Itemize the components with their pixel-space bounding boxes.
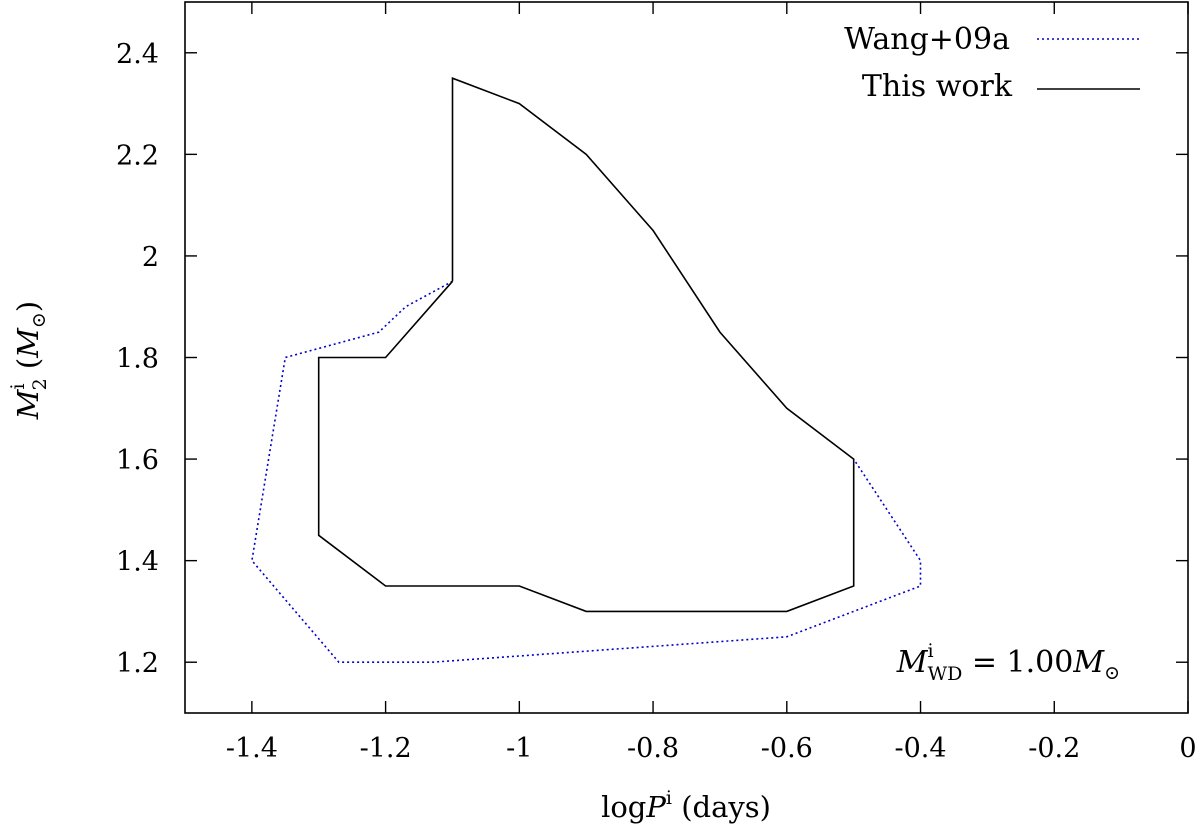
x-axis: -1.4 -1.2 -1 -0.8 -0.6 -0.4 -0.2 0 — [226, 2, 1197, 764]
y-axis-label-sup: i — [7, 383, 29, 389]
legend-label-wang: Wang+09a — [844, 22, 1010, 57]
x-tick-label: -0.4 — [895, 733, 947, 764]
x-tick-label: -0.6 — [761, 733, 813, 764]
annotation-msub: ⊙ — [1104, 662, 1120, 684]
x-axis-label: logPi (days) — [601, 787, 771, 824]
annotation-var: M — [896, 645, 929, 680]
y-tick-label: 1.6 — [116, 445, 159, 476]
legend: Wang+09a This work — [844, 22, 1140, 104]
y-axis-label-sub: 2 — [29, 378, 51, 390]
x-tick-label: 0 — [1179, 733, 1196, 764]
x-axis-label-unit: (days) — [681, 790, 771, 824]
y-axis-label-unit-close: ) — [11, 301, 45, 312]
y-tick-label: 2.2 — [116, 140, 159, 171]
y-tick-label: 1.2 — [116, 648, 159, 679]
y-axis: 1.2 1.4 1.6 1.8 2 2.2 2.4 — [116, 39, 1188, 679]
x-tick-label: -0.2 — [1028, 733, 1080, 764]
x-tick-label: -1 — [506, 733, 532, 764]
y-axis-label: Mi2 (M⊙) — [7, 301, 51, 420]
y-tick-label: 2 — [142, 242, 159, 273]
y-tick-label: 1.4 — [116, 547, 159, 578]
annotation-rel: = 1.00 — [972, 645, 1073, 680]
annotation-mvar: M — [1072, 645, 1105, 680]
y-tick-label: 1.8 — [116, 344, 159, 375]
x-tick-label: -1.4 — [226, 733, 278, 764]
legend-label-this-work: This work — [862, 69, 1013, 104]
y-axis-label-unit-sub: ⊙ — [28, 312, 50, 328]
x-axis-label-sup: i — [666, 787, 672, 809]
y-axis-label-var: M — [11, 388, 45, 420]
annotation-sup: i — [927, 640, 933, 662]
series-line-wang-09a — [251, 280, 922, 664]
series-group — [251, 77, 922, 664]
series-line-this-work — [317, 77, 855, 613]
annotation-wd-mass: Mi WD = 1.00M⊙ — [896, 640, 1120, 685]
y-axis-label-unit-var: M — [11, 327, 45, 359]
x-tick-label: -0.8 — [627, 733, 679, 764]
x-tick-label: -1.2 — [360, 733, 412, 764]
y-tick-label: 2.4 — [116, 39, 159, 70]
x-axis-label-log: log — [601, 790, 646, 824]
annotation-sub: WD — [928, 663, 963, 685]
y-axis-label-unit-open: ( — [11, 358, 45, 369]
x-axis-label-var: P — [645, 790, 666, 824]
